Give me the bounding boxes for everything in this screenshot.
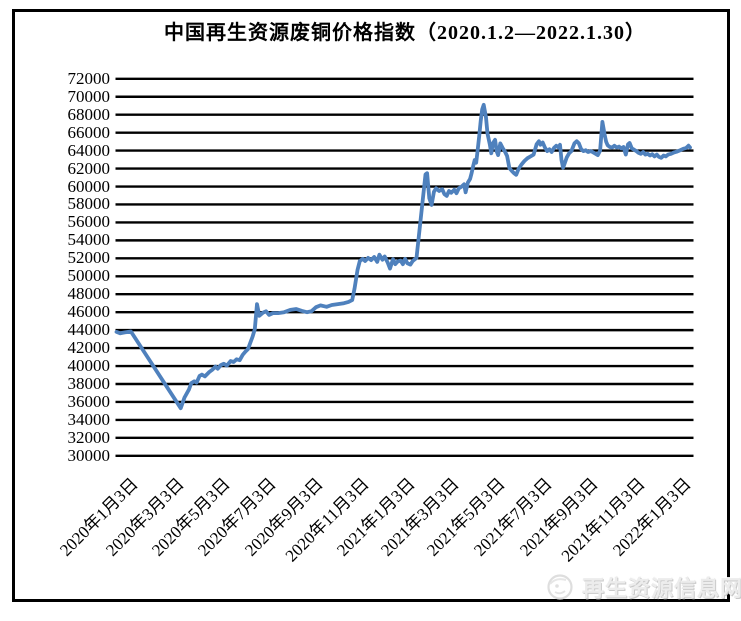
y-tick-label: 54000 — [67, 230, 111, 250]
y-tick-label: 38000 — [67, 373, 111, 393]
site-watermark: 再生资源信息网 — [546, 572, 741, 602]
y-tick-label: 68000 — [67, 104, 111, 124]
y-tick-label: 36000 — [67, 391, 111, 411]
y-tick-label: 58000 — [67, 194, 111, 214]
y-tick-label: 44000 — [67, 320, 111, 340]
y-tick-label: 56000 — [67, 212, 111, 232]
y-tick-label: 46000 — [67, 302, 111, 322]
y-tick-label: 66000 — [67, 122, 111, 142]
y-tick-label: 34000 — [67, 409, 111, 429]
y-tick-label: 64000 — [67, 140, 111, 160]
y-tick-label: 48000 — [67, 284, 111, 304]
price-line-series — [114, 102, 692, 411]
y-tick-label: 32000 — [67, 427, 111, 447]
y-tick-label: 40000 — [67, 356, 111, 376]
y-tick-label: 42000 — [67, 338, 111, 358]
site-name-text: 再生资源信息网 — [582, 576, 741, 601]
y-tick-label: 70000 — [67, 86, 111, 106]
y-tick-label: 30000 — [67, 445, 111, 465]
chart-frame — [12, 9, 730, 602]
site-logo-icon — [547, 574, 573, 600]
y-tick-label: 62000 — [67, 158, 111, 178]
y-tick-label: 72000 — [67, 68, 111, 88]
y-tick-label: 52000 — [67, 248, 111, 268]
y-tick-label: 60000 — [67, 176, 111, 196]
chart-title: 中国再生资源废铜价格指数（2020.1.2—2022.1.30） — [164, 22, 646, 44]
gridlines-group — [115, 77, 694, 457]
y-tick-label: 50000 — [67, 266, 111, 286]
